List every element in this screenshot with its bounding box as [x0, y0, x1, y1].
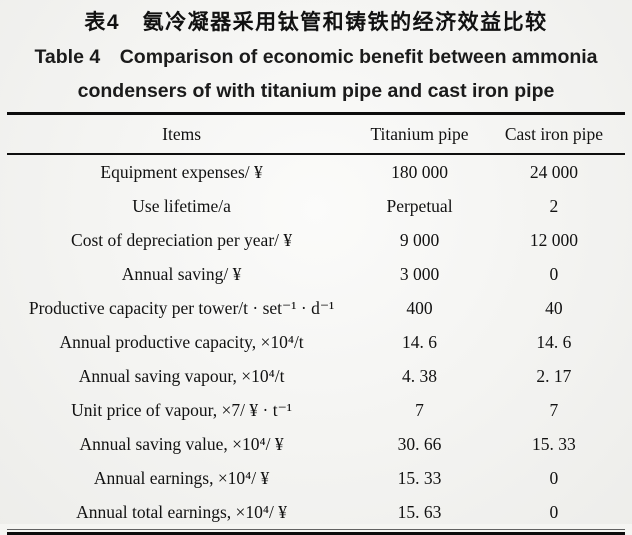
- column-header-items: Items: [162, 123, 202, 144]
- table-row: Annual saving/ ¥ 3 000 0: [7, 257, 625, 291]
- cast-iron-value: 0: [549, 467, 559, 488]
- comparison-table-wrapper: Items Titanium pipe Cast iron pipe Equip…: [7, 112, 625, 535]
- cast-iron-value: 7: [549, 399, 559, 420]
- titanium-value: 3 000: [399, 263, 440, 284]
- cast-iron-value: 2: [549, 195, 559, 216]
- table-row: Annual productive capacity, ×10⁴/t 14. 6…: [7, 325, 625, 359]
- table-row: Annual earnings, ×10⁴/ ¥ 15. 33 0: [7, 461, 625, 495]
- titanium-value: 400: [406, 297, 433, 318]
- cast-iron-value: 14. 6: [536, 331, 572, 352]
- table-row: Use lifetime/a Perpetual 2: [7, 189, 625, 223]
- table-row: Cost of depreciation per year/ ¥ 9 000 1…: [7, 223, 625, 257]
- cast-iron-value: 24 000: [529, 161, 578, 182]
- item-label: Annual productive capacity, ×10⁴/t: [59, 331, 304, 352]
- item-label: Annual saving vapour, ×10⁴/t: [78, 365, 285, 386]
- column-header-titanium-pipe: Titanium pipe: [370, 123, 469, 144]
- titanium-value: 4. 38: [402, 365, 438, 386]
- cast-iron-value: 0: [549, 263, 559, 284]
- item-label: Annual earnings, ×10⁴/ ¥: [93, 467, 270, 488]
- cast-iron-value: 0: [549, 501, 559, 522]
- table-row: Equipment expenses/ ¥ 180 000 24 000: [7, 154, 625, 189]
- table-row: Annual saving value, ×10⁴/ ¥ 30. 66 15. …: [7, 427, 625, 461]
- cast-iron-value: 12 000: [529, 229, 578, 250]
- table-row: Unit price of vapour, ×7/ ¥ · t⁻¹ 7 7: [7, 393, 625, 427]
- titanium-value: 9 000: [399, 229, 440, 250]
- cast-iron-value: 2. 17: [536, 365, 572, 386]
- item-label: Annual total earnings, ×10⁴/ ¥: [76, 501, 288, 522]
- item-label: Unit price of vapour, ×7/ ¥ · t⁻¹: [71, 399, 293, 420]
- item-label: Use lifetime/a: [132, 195, 231, 216]
- table-body: Equipment expenses/ ¥ 180 000 24 000 Use…: [7, 154, 625, 529]
- item-label: Annual saving value, ×10⁴/ ¥: [79, 433, 284, 454]
- column-header-cast-iron-pipe: Cast iron pipe: [504, 123, 604, 144]
- table-title-chinese: 表4 氨冷凝器采用钛管和铸铁的经济效益比较: [84, 11, 548, 34]
- table-title-english-line2: condensers of with titanium pipe and cas…: [77, 80, 555, 102]
- table-header: Items Titanium pipe Cast iron pipe: [7, 114, 625, 154]
- item-label: Productive capacity per tower/t · set⁻¹ …: [28, 297, 335, 318]
- cast-iron-value: 15. 33: [532, 433, 576, 454]
- titanium-value: 180 000: [391, 161, 448, 182]
- table-row: Annual total earnings, ×10⁴/ ¥ 15. 63 0: [7, 495, 625, 529]
- titanium-value: 15. 63: [397, 501, 442, 522]
- table-header-row: Items Titanium pipe Cast iron pipe: [7, 114, 625, 154]
- titanium-value: 15. 33: [397, 467, 442, 488]
- titanium-value: 7: [415, 399, 424, 420]
- item-label: Annual saving/ ¥: [121, 263, 242, 284]
- item-label: Cost of depreciation per year/ ¥: [71, 229, 293, 250]
- titanium-value: 30. 66: [397, 433, 442, 454]
- item-label: Equipment expenses/ ¥: [100, 161, 263, 182]
- table-row: Productive capacity per tower/t · set⁻¹ …: [7, 291, 625, 325]
- titanium-value: Perpetual: [386, 195, 453, 216]
- table-bottom-rule: [7, 529, 625, 535]
- cast-iron-value: 40: [545, 297, 563, 318]
- titanium-value: 14. 6: [402, 331, 438, 352]
- comparison-table: Items Titanium pipe Cast iron pipe Equip…: [7, 112, 625, 529]
- table-row: Annual saving vapour, ×10⁴/t 4. 38 2. 17: [7, 359, 625, 393]
- table-title-english-line1: Table 4 Comparison of economic benefit b…: [34, 46, 598, 68]
